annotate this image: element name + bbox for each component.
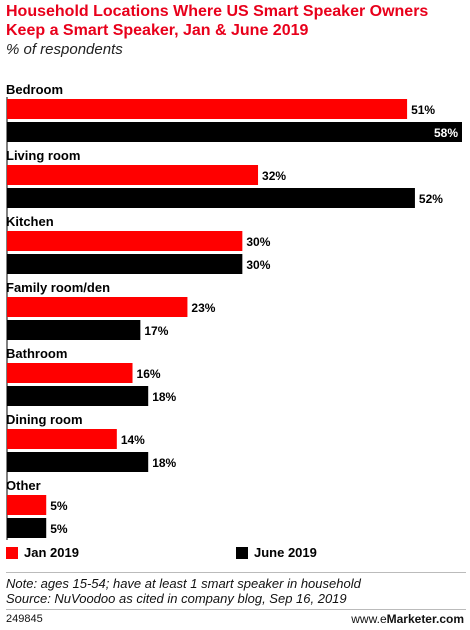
bar-bedroom-june-2019	[7, 122, 462, 142]
data-label-bedroom-jan-2019: 51%	[411, 103, 435, 117]
chart-subtitle: % of respondents	[6, 41, 123, 58]
data-label-dining-room-june-2019: 18%	[152, 456, 176, 470]
bar-other-jan-2019	[7, 495, 47, 515]
data-label-dining-room-jan-2019: 14%	[121, 433, 145, 447]
category-label-dining-room: Dining room	[6, 412, 83, 427]
data-label-other-jan-2019: 5%	[50, 499, 68, 513]
brand-name: Marketer.com	[386, 612, 464, 626]
data-label-kitchen-june-2019: 30%	[246, 258, 270, 272]
footer-notes: Note: ages 15-54; have at least 1 smart …	[6, 576, 361, 606]
category-label-kitchen: Kitchen	[6, 214, 54, 229]
legend: Jan 2019 June 2019	[0, 545, 470, 565]
category-label-family-room-den: Family room/den	[6, 280, 110, 295]
legend-item-june: June 2019	[236, 545, 317, 560]
bar-living-room-jan-2019	[7, 165, 259, 185]
category-label-other: Other	[6, 478, 41, 493]
legend-item-jan: Jan 2019	[6, 545, 79, 560]
chart-id: 249845	[6, 613, 43, 625]
legend-label-jan: Jan 2019	[24, 545, 79, 560]
data-label-bathroom-jan-2019: 16%	[137, 367, 161, 381]
footer-source: Source: NuVoodoo as cited in company blo…	[6, 591, 347, 606]
data-label-kitchen-jan-2019: 30%	[246, 235, 270, 249]
data-label-bedroom-june-2019: 58%	[434, 126, 458, 140]
data-label-bathroom-june-2019: 18%	[152, 390, 176, 404]
data-label-living-room-jan-2019: 32%	[262, 169, 286, 183]
data-label-family-room-den-june-2019: 17%	[144, 324, 168, 338]
bar-bathroom-june-2019	[7, 386, 149, 406]
brand-e: e	[379, 612, 387, 626]
brand-www: www.	[351, 612, 380, 626]
data-label-other-june-2019: 5%	[50, 522, 68, 536]
bar-other-june-2019	[7, 518, 47, 538]
divider-bottom	[6, 609, 466, 610]
bar-chart: Bedroom 51% 58% Living room 32% 52% Kitchen 30%…	[6, 82, 462, 540]
bar-kitchen-jan-2019	[7, 231, 243, 251]
data-label-family-room-den-jan-2019: 23%	[191, 301, 215, 315]
bar-bedroom-jan-2019	[7, 99, 408, 119]
category-label-bedroom: Bedroom	[6, 82, 63, 97]
bar-dining-room-june-2019	[7, 452, 149, 472]
category-label-living-room: Living room	[6, 148, 80, 163]
legend-label-june: June 2019	[254, 545, 317, 560]
chart-title: Household Locations Where US Smart Speak…	[6, 3, 429, 39]
bar-dining-room-jan-2019	[7, 429, 117, 449]
bar-living-room-june-2019	[7, 188, 415, 208]
category-label-bathroom: Bathroom	[6, 346, 67, 361]
divider-top	[6, 572, 466, 573]
bar-family-room-den-jan-2019	[7, 297, 188, 317]
footer-note: Note: ages 15-54; have at least 1 smart …	[6, 576, 361, 591]
brand-link[interactable]: www.eMarketer.com	[351, 612, 464, 626]
data-label-living-room-june-2019: 52%	[419, 192, 443, 206]
bar-family-room-den-june-2019	[7, 320, 141, 340]
bar-bathroom-jan-2019	[7, 363, 133, 383]
legend-swatch-jan	[6, 546, 18, 559]
legend-swatch-june	[236, 546, 248, 559]
bar-kitchen-june-2019	[7, 254, 243, 274]
